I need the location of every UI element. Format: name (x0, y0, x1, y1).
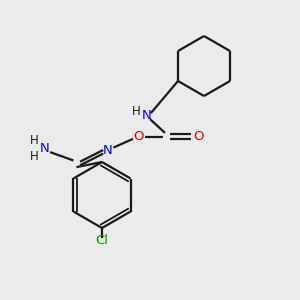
Text: N: N (142, 109, 152, 122)
Text: O: O (133, 130, 143, 143)
Text: Cl: Cl (95, 234, 109, 247)
Text: H: H (30, 134, 39, 148)
Text: H: H (30, 149, 39, 163)
Text: O: O (194, 130, 204, 143)
Text: N: N (103, 143, 113, 157)
Text: H: H (132, 105, 141, 119)
Text: N: N (40, 142, 50, 155)
